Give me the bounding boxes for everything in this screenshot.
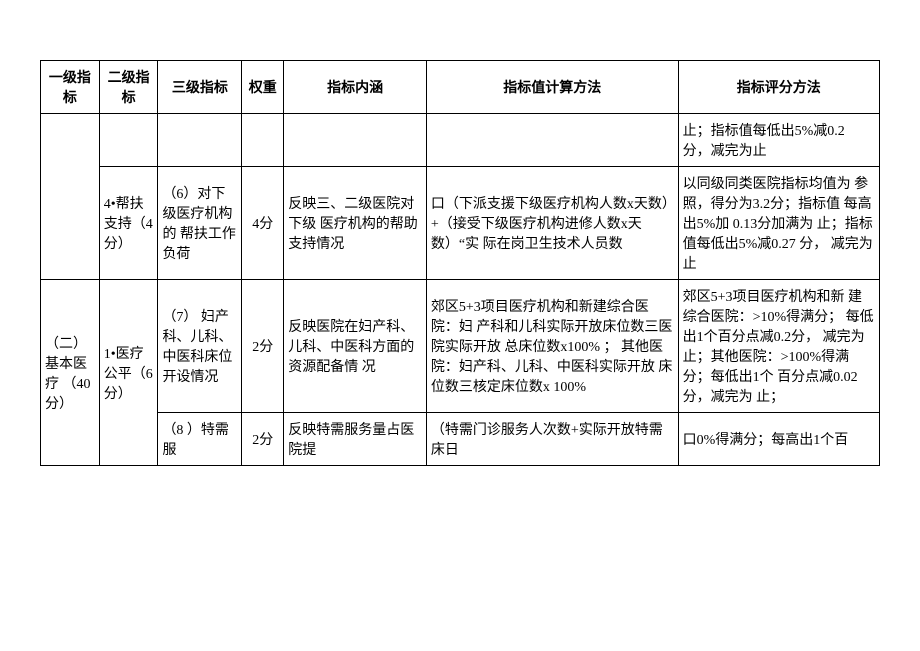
header-l2: 二级指标 — [99, 61, 158, 114]
cell-l2: 4•帮扶 支持（4分） — [99, 167, 158, 280]
table-row: （二） 基本医 疗 （40 分） 1•医疗 公平（6分） （7） 妇产科、儿科、… — [41, 280, 880, 413]
cell-w — [242, 114, 284, 167]
cell-s: 口0%得满分；每高出1个百 — [678, 413, 879, 466]
cell-l3: （7） 妇产科、儿科、中医科床位开设情况 — [158, 280, 242, 413]
table-row: 止；指标值每低出5%减0.2 分，减完为止 — [41, 114, 880, 167]
header-s: 指标评分方法 — [678, 61, 879, 114]
header-w: 权重 — [242, 61, 284, 114]
cell-m: 郊区5+3项目医疗机构和新建综合医院：妇 产科和儿科实际开放床位数三医院实际开放… — [426, 280, 678, 413]
cell-l3: （6）对下级医疗机构的 帮扶工作负荷 — [158, 167, 242, 280]
cell-w: 4分 — [242, 167, 284, 280]
cell-w: 2分 — [242, 280, 284, 413]
cell-w: 2分 — [242, 413, 284, 466]
table-row: （8 ）特需服 2分 反映特需服务量占医院提 （特需门诊服务人次数+实际开放特需… — [41, 413, 880, 466]
cell-l1: （二） 基本医 疗 （40 分） — [41, 280, 100, 466]
table-row: 4•帮扶 支持（4分） （6）对下级医疗机构的 帮扶工作负荷 4分 反映三、二级… — [41, 167, 880, 280]
cell-l3 — [158, 114, 242, 167]
header-c: 指标内涵 — [284, 61, 427, 114]
cell-m: 口（下派支援下级医疗机构人数x天数）+（接受下级医疗机构进修人数x天数）“实 际… — [426, 167, 678, 280]
cell-c — [284, 114, 427, 167]
cell-m — [426, 114, 678, 167]
cell-m: （特需门诊服务人次数+实际开放特需床日 — [426, 413, 678, 466]
cell-c: 反映三、二级医院对下级 医疗机构的帮助支持情况 — [284, 167, 427, 280]
header-m: 指标值计算方法 — [426, 61, 678, 114]
cell-c: 反映医院在妇产科、儿科、中医科方面的资源配备情 况 — [284, 280, 427, 413]
cell-l2 — [99, 114, 158, 167]
cell-c: 反映特需服务量占医院提 — [284, 413, 427, 466]
cell-l3: （8 ）特需服 — [158, 413, 242, 466]
cell-s: 止；指标值每低出5%减0.2 分，减完为止 — [678, 114, 879, 167]
table-header-row: 一级指标 二级指标 三级指标 权重 指标内涵 指标值计算方法 指标评分方法 — [41, 61, 880, 114]
cell-s: 以同级同类医院指标均值为 参照，得分为3.2分；指标值 每高出5%加 0.13分… — [678, 167, 879, 280]
cell-l1 — [41, 114, 100, 280]
header-l1: 一级指标 — [41, 61, 100, 114]
cell-s: 郊区5+3项目医疗机构和新 建综合医院：>10%得满分； 每低出1个百分点减0.… — [678, 280, 879, 413]
cell-l2: 1•医疗 公平（6分） — [99, 280, 158, 466]
indicator-table: 一级指标 二级指标 三级指标 权重 指标内涵 指标值计算方法 指标评分方法 止；… — [40, 60, 880, 466]
header-l3: 三级指标 — [158, 61, 242, 114]
